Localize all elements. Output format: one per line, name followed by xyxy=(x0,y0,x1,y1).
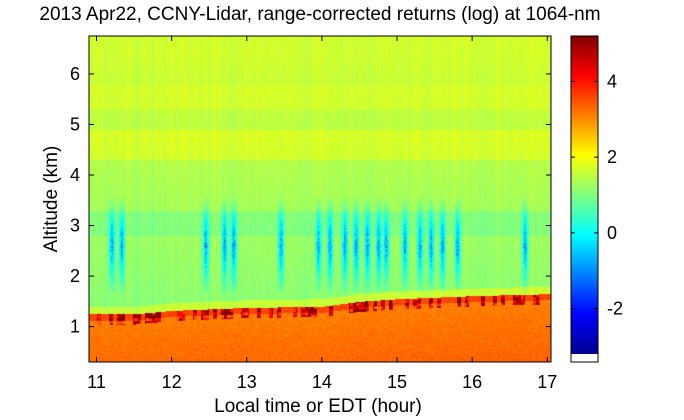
backscatter-heatmap xyxy=(89,36,551,362)
colorbar-tick-label: 2 xyxy=(607,147,617,167)
y-tick-label: 5 xyxy=(70,114,80,134)
x-axis: 11 12 13 14 15 16 17 xyxy=(87,36,557,392)
colorbar-frame xyxy=(570,35,599,363)
chart-title: 2013 Apr22, CCNY-Lidar, range-corrected … xyxy=(39,4,600,25)
y-tick-label: 6 xyxy=(70,64,80,84)
colorbar-tick-label: 0 xyxy=(607,223,617,243)
colorbar-ticks: -2 0 2 4 xyxy=(571,71,623,319)
colorbar-tick-label: -2 xyxy=(607,299,623,319)
plot-frame xyxy=(88,35,552,363)
colorbar-tick-label: 4 xyxy=(607,71,617,91)
x-tick-label: 11 xyxy=(87,372,106,392)
y-tick-label: 3 xyxy=(70,216,80,236)
x-axis-label: Local time or EDT (hour) xyxy=(214,396,422,417)
y-tick-label: 2 xyxy=(70,266,80,286)
colorbar: -2 0 2 4 xyxy=(570,35,623,363)
x-tick-label: 12 xyxy=(162,372,182,392)
x-tick-label: 14 xyxy=(312,372,332,392)
x-tick-label: 15 xyxy=(387,372,407,392)
y-tick-label: 4 xyxy=(70,165,80,185)
x-tick-label: 13 xyxy=(237,372,257,392)
y-tick-label: 1 xyxy=(70,317,80,337)
x-tick-label: 16 xyxy=(462,372,482,392)
heatmap-plot xyxy=(88,35,552,363)
y-axis: 1 2 3 4 5 6 xyxy=(70,64,551,337)
colorbar-scale xyxy=(571,36,598,354)
y-axis-label: Altitude (km) xyxy=(41,146,62,253)
x-tick-label: 17 xyxy=(537,372,557,392)
